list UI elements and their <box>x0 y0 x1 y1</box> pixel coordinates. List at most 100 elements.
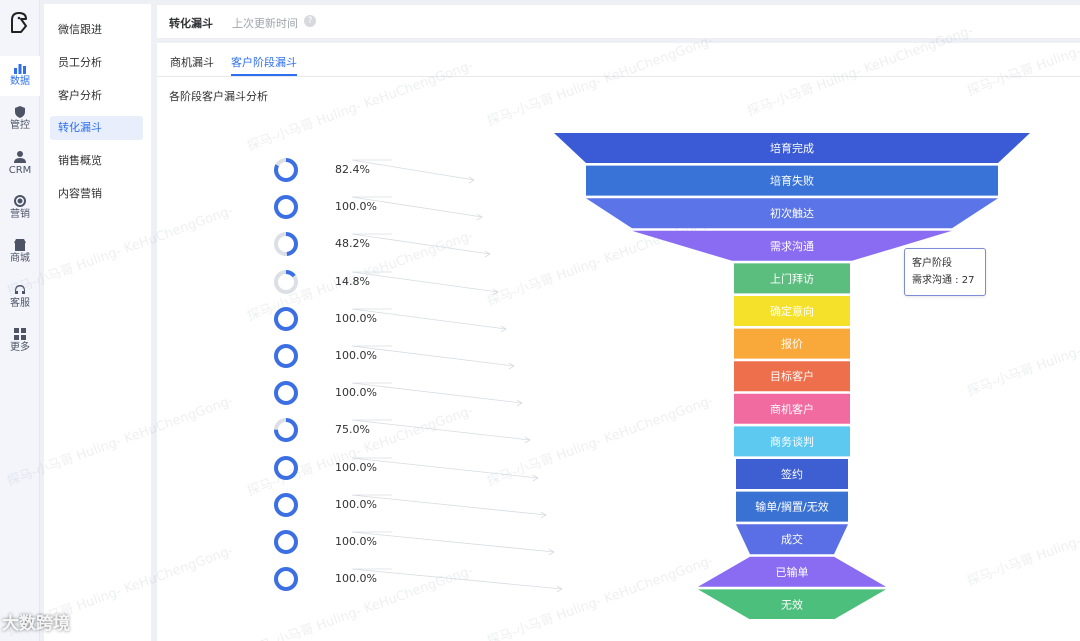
conversion-rate-row: 14.8% <box>272 268 572 298</box>
funnel-stage[interactable] <box>586 165 998 196</box>
conversion-donut <box>274 381 298 405</box>
conversion-donut <box>274 344 298 368</box>
conversion-rate-label: 75.0% <box>335 423 370 436</box>
rail-item-label: 更多 <box>10 342 30 353</box>
last-updated-label: 上次更新时间 <box>232 17 298 30</box>
menu-item-sales-overview[interactable]: 销售概览 <box>58 154 102 167</box>
conversion-rate-label: 100.0% <box>335 349 377 362</box>
guide-arrow <box>351 568 563 593</box>
funnel-stage[interactable] <box>698 556 886 587</box>
donut-fill <box>274 530 298 554</box>
guide-line <box>351 159 475 184</box>
conversion-rate-label: 82.4% <box>335 163 370 176</box>
guide-arrow <box>351 345 515 370</box>
stage-funnel-chart[interactable]: 培育完成培育失败初次触达需求沟通上门拜访确定意向报价目标客户商机客户商务谈判签约… <box>552 133 1032 619</box>
menu-item-customer-analysis[interactable]: 客户分析 <box>58 89 102 102</box>
conversion-rate-label: 48.2% <box>335 237 370 250</box>
rail-item-more[interactable]: 更多 <box>0 322 40 362</box>
guide-arrow <box>351 382 523 407</box>
conversion-rate-row: 100.0% <box>272 193 572 223</box>
donut-fill <box>274 418 298 442</box>
help-icon[interactable]: ? <box>304 15 316 27</box>
funnel-stage-label: 目标客户 <box>770 369 814 383</box>
conversion-rate-label: 100.0% <box>335 572 377 585</box>
funnel-stage[interactable] <box>734 393 850 424</box>
guide-arrow <box>351 159 475 184</box>
conversion-rate-row: 100.0% <box>272 379 572 409</box>
menu-item-conversion-funnel[interactable]: 转化漏斗 <box>50 116 143 140</box>
funnel-stage[interactable] <box>734 328 850 359</box>
funnel-stage[interactable] <box>586 198 998 229</box>
funnel-stage-label: 初次触达 <box>770 206 814 220</box>
rail-item-service[interactable]: 客服 <box>0 278 40 318</box>
funnel-stage-label: 无效 <box>781 597 803 611</box>
rail-item-data[interactable]: 数据 <box>0 56 40 96</box>
shop-icon <box>14 239 26 251</box>
target-icon <box>14 195 26 207</box>
conversion-rate-label: 100.0% <box>335 200 377 213</box>
shield-icon <box>15 106 25 118</box>
conversion-rate-label: 100.0% <box>335 535 377 548</box>
conversion-donut <box>274 493 298 517</box>
conversion-rate-row: 48.2% <box>272 230 572 260</box>
conversion-rate-row: 100.0% <box>272 528 572 558</box>
funnel-stage-label: 报价 <box>781 337 803 351</box>
funnel-stage[interactable] <box>632 230 952 261</box>
conversion-donut <box>274 270 298 294</box>
funnel-stage-label: 成交 <box>781 532 803 546</box>
rail-item-crm[interactable]: CRM <box>0 145 40 185</box>
conversion-donut <box>274 567 298 591</box>
conversion-rate-row: 100.0% <box>272 565 572 595</box>
headset-icon <box>15 285 25 294</box>
tab-opportunity-funnel[interactable]: 商机漏斗 <box>170 56 214 69</box>
conversion-rate-label: 100.0% <box>335 461 377 474</box>
guide-line <box>351 568 563 593</box>
donut-fill <box>274 270 298 294</box>
conversion-rate-row: 100.0% <box>272 305 572 335</box>
rail-item-control[interactable]: 管控 <box>0 100 40 140</box>
funnel-stage-label: 输单/搁置/无效 <box>755 500 828 514</box>
funnel-stage[interactable] <box>734 426 850 457</box>
tooltip-value: 需求沟通 : 27 <box>912 275 975 286</box>
tab-customer-stage-funnel[interactable]: 客户阶段漏斗 <box>231 56 297 69</box>
funnel-stage[interactable] <box>736 524 848 555</box>
funnel-stage-label: 需求沟通 <box>770 240 814 253</box>
icon-rail: 数据 管控 CRM 营销 商城 客服 更多 <box>0 0 40 641</box>
funnel-stage[interactable] <box>734 361 850 392</box>
guide-line <box>351 419 531 444</box>
guide-arrow <box>351 457 539 482</box>
menu-item-wechat-followup[interactable]: 微信跟进 <box>58 23 102 36</box>
secondary-menu: 微信跟进 员工分析 客户分析 转化漏斗 销售概览 内容营销 <box>44 4 151 641</box>
app-logo-icon[interactable] <box>7 10 33 36</box>
menu-item-content-marketing[interactable]: 内容营销 <box>58 187 102 200</box>
guide-arrow <box>351 233 491 258</box>
funnel-stage[interactable] <box>554 133 1030 163</box>
chart-subtitle: 各阶段客户漏斗分析 <box>169 90 268 103</box>
guide-line <box>351 345 515 370</box>
conversion-rate-label: 100.0% <box>335 312 377 325</box>
funnel-stage[interactable] <box>734 263 850 294</box>
rail-item-label: 客服 <box>10 298 30 309</box>
tooltip-title: 客户阶段 <box>912 258 952 269</box>
donut-fill <box>274 195 298 219</box>
funnel-stage-label: 商机客户 <box>770 402 814 416</box>
conversion-donut <box>274 158 298 182</box>
funnel-stage[interactable] <box>736 459 848 489</box>
funnel-stage[interactable] <box>698 589 886 619</box>
funnel-stage[interactable] <box>734 296 850 326</box>
guide-line <box>351 494 547 519</box>
rail-item-marketing[interactable]: 营销 <box>0 189 40 229</box>
user-icon <box>14 151 26 163</box>
rail-item-shop[interactable]: 商城 <box>0 233 40 273</box>
guide-line <box>351 531 555 556</box>
guide-arrow <box>351 308 507 333</box>
guide-arrow <box>351 531 555 556</box>
funnel-stage[interactable] <box>736 491 848 522</box>
rail-item-label: 管控 <box>10 120 30 131</box>
guide-line <box>351 271 499 296</box>
page-title: 转化漏斗 <box>169 17 213 30</box>
conversion-rate-row: 75.0% <box>272 416 572 446</box>
menu-item-staff-analysis[interactable]: 员工分析 <box>58 56 102 69</box>
page-header: 转化漏斗 上次更新时间 ? <box>157 5 1080 39</box>
guide-arrow <box>351 419 531 444</box>
